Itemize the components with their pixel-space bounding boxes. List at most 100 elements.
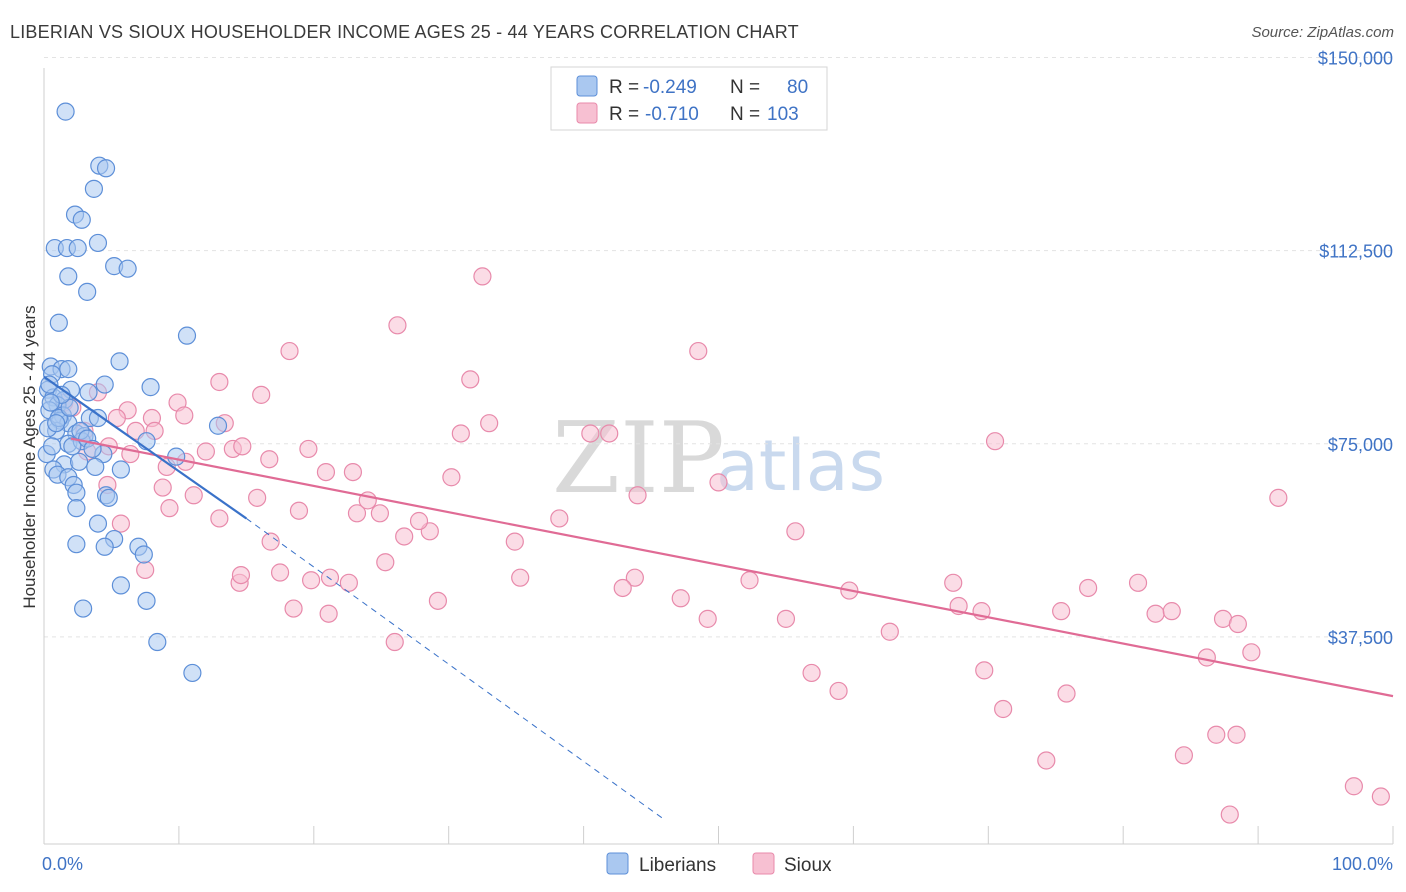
watermark: ZIP atlas: [552, 402, 885, 516]
y-tick-labels: $37,500 $75,000 $112,500 $150,000: [1318, 49, 1393, 648]
sioux-point-4: [461, 370, 480, 389]
sioux-point-61: [339, 573, 358, 592]
liberian-point-15: [177, 326, 197, 345]
liberian-points: [37, 102, 228, 683]
sioux-point-39: [628, 486, 647, 505]
sioux-point-56: [511, 568, 530, 587]
sioux-point-54: [270, 563, 290, 582]
liberian-point-45: [86, 457, 105, 477]
sioux-point-76: [698, 609, 717, 628]
sioux-point-36: [153, 478, 172, 497]
stats-legend: R = -0.249 N = 80 R = -0.710 N = 103: [550, 66, 828, 131]
sioux-point-42: [289, 501, 309, 520]
liberian-point-74: [60, 398, 79, 417]
liberian-point-12: [118, 259, 137, 278]
sioux-point-11: [175, 406, 194, 425]
liberian-point-54: [88, 514, 108, 533]
liberians-n-value: 80: [787, 77, 808, 98]
liberian-point-11: [59, 267, 78, 286]
watermark-atlas: atlas: [716, 425, 885, 507]
liberian-point-70: [42, 437, 62, 456]
sioux-point-24: [233, 437, 252, 456]
sioux-point-16: [451, 424, 470, 443]
liberians-r-label: R =: [609, 77, 639, 98]
sioux-point-52: [376, 553, 395, 572]
liberian-point-66: [167, 447, 186, 466]
sioux-point-3: [689, 341, 708, 361]
sioux-point-44: [370, 504, 390, 523]
liberian-point-26: [95, 375, 114, 394]
sioux-point-20: [581, 424, 600, 443]
grid-lines: [44, 57, 1393, 638]
liberian-point-24: [79, 383, 98, 402]
liberian-point-61: [137, 591, 156, 610]
sioux-point-78: [880, 622, 899, 641]
sioux-point-58: [740, 571, 759, 590]
sioux-point-98: [550, 509, 569, 528]
sioux-point-45: [210, 509, 229, 528]
sioux-point-50: [786, 522, 805, 541]
liberian-point-51: [67, 483, 86, 502]
liberian-point-8: [68, 238, 87, 258]
sioux-point-28: [196, 442, 215, 461]
sioux-points: [55, 267, 1390, 824]
x-tick-label-min: 0.0%: [42, 854, 83, 874]
sioux-r-value: -0.710: [645, 104, 699, 125]
sioux-n-value: 103: [767, 104, 799, 125]
sioux-point-62: [613, 578, 632, 598]
sioux-point-43: [347, 504, 367, 523]
sioux-point-67: [671, 589, 690, 608]
liberian-point-67: [137, 432, 156, 451]
sioux-point-86: [829, 681, 848, 701]
source-credit: Source: ZipAtlas.com: [1251, 24, 1394, 41]
sioux-point-92: [1174, 746, 1194, 765]
sioux-point-33: [442, 468, 461, 487]
sioux-point-94: [1371, 787, 1390, 806]
liberian-point-63: [148, 632, 167, 652]
sioux-point-96: [231, 565, 251, 585]
sioux-point-87: [994, 699, 1013, 719]
sioux-point-48: [261, 532, 280, 551]
sioux-point-85: [975, 661, 994, 680]
sioux-point-1: [388, 316, 407, 335]
liberian-point-19: [59, 360, 78, 379]
sioux-trend-line: [70, 437, 1394, 698]
sioux-point-79: [1228, 614, 1247, 634]
sioux-point-5: [210, 372, 229, 392]
sioux-n-label: N =: [730, 104, 760, 125]
sioux-point-65: [1079, 578, 1098, 598]
y-tick-label-3: $150,000: [1318, 49, 1393, 69]
sioux-point-38: [248, 488, 267, 507]
liberians-legend-swatch: [606, 852, 629, 875]
liberian-point-13: [78, 282, 97, 301]
sioux-point-91: [1037, 751, 1056, 770]
sioux-point-77: [776, 609, 796, 628]
sioux-point-57: [625, 568, 644, 587]
sioux-point-66: [1128, 573, 1148, 592]
sioux-point-60: [302, 571, 321, 590]
sioux-point-49: [505, 532, 524, 551]
y-tick-label-1: $75,000: [1328, 435, 1393, 455]
x-tick-label-max: 100.0%: [1332, 854, 1393, 874]
liberian-point-21: [141, 378, 160, 397]
trend-lines: [43, 375, 1394, 821]
sioux-point-21: [600, 424, 619, 443]
sioux-point-32: [343, 462, 363, 482]
liberians-trend-line: [43, 375, 247, 520]
sioux-point-2: [280, 341, 299, 361]
liberian-point-52: [99, 488, 118, 507]
sioux-point-90: [1227, 725, 1246, 744]
y-axis-label: Householder Income Ages 25 - 44 years: [20, 305, 39, 608]
sioux-point-89: [1207, 725, 1226, 744]
liberian-point-32: [88, 408, 108, 428]
sioux-point-0: [473, 267, 492, 286]
liberian-point-46: [111, 460, 130, 479]
sioux-point-71: [1052, 602, 1071, 621]
sioux-point-40: [1269, 488, 1288, 507]
sioux-point-6: [252, 385, 271, 404]
sioux-point-31: [316, 462, 336, 482]
chart-title: LIBERIAN VS SIOUX HOUSEHOLDER INCOME AGE…: [10, 22, 799, 42]
sioux-point-83: [1197, 648, 1216, 667]
liberian-point-59: [134, 545, 153, 564]
